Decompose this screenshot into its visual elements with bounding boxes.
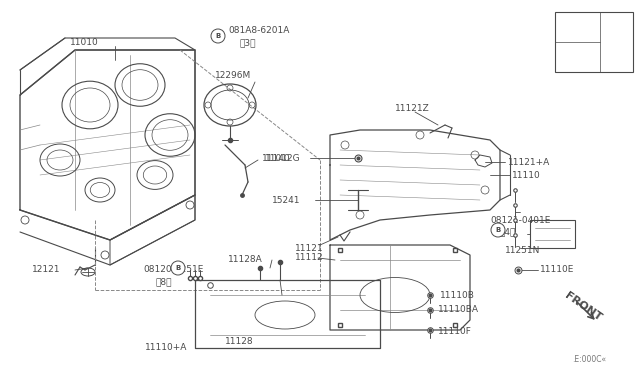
Text: 11110F: 11110F	[438, 327, 472, 337]
Text: 11012G: 11012G	[265, 154, 301, 163]
Text: 11010: 11010	[70, 38, 99, 46]
Text: 11112: 11112	[295, 253, 324, 263]
Text: 11110+A: 11110+A	[145, 343, 188, 353]
Circle shape	[491, 223, 505, 237]
Text: 08121-0401E: 08121-0401E	[490, 215, 550, 224]
Text: 15241: 15241	[272, 196, 301, 205]
Text: .E:000C«: .E:000C«	[572, 356, 606, 365]
Text: B: B	[175, 265, 180, 271]
Text: 11128A: 11128A	[228, 256, 263, 264]
Circle shape	[211, 29, 225, 43]
Text: 11251N: 11251N	[505, 246, 540, 254]
Text: 11110E: 11110E	[540, 266, 574, 275]
Circle shape	[171, 261, 185, 275]
Text: 11110B: 11110B	[440, 291, 475, 299]
Text: 11121Z: 11121Z	[395, 103, 429, 112]
Text: 11140: 11140	[262, 154, 291, 163]
Text: 〈4〉: 〈4〉	[500, 228, 516, 237]
Text: 11121: 11121	[295, 244, 324, 253]
Text: FRONT: FRONT	[563, 291, 604, 323]
Bar	[555, 12, 633, 72]
Text: 〈8〉: 〈8〉	[155, 278, 172, 286]
Text: 11110: 11110	[512, 170, 541, 180]
Text: 12296M: 12296M	[215, 71, 252, 80]
Bar	[530, 220, 575, 248]
Text: 11128: 11128	[225, 337, 253, 346]
Text: B: B	[495, 227, 500, 233]
Text: 081A8-6201A: 081A8-6201A	[228, 26, 289, 35]
Text: 11110BA: 11110BA	[438, 305, 479, 314]
Text: 08120-8251E: 08120-8251E	[143, 266, 204, 275]
Text: 11121+A: 11121+A	[508, 157, 550, 167]
Text: B: B	[216, 33, 221, 39]
Text: 12121: 12121	[32, 266, 61, 275]
Text: 〈3〉: 〈3〉	[240, 38, 257, 48]
